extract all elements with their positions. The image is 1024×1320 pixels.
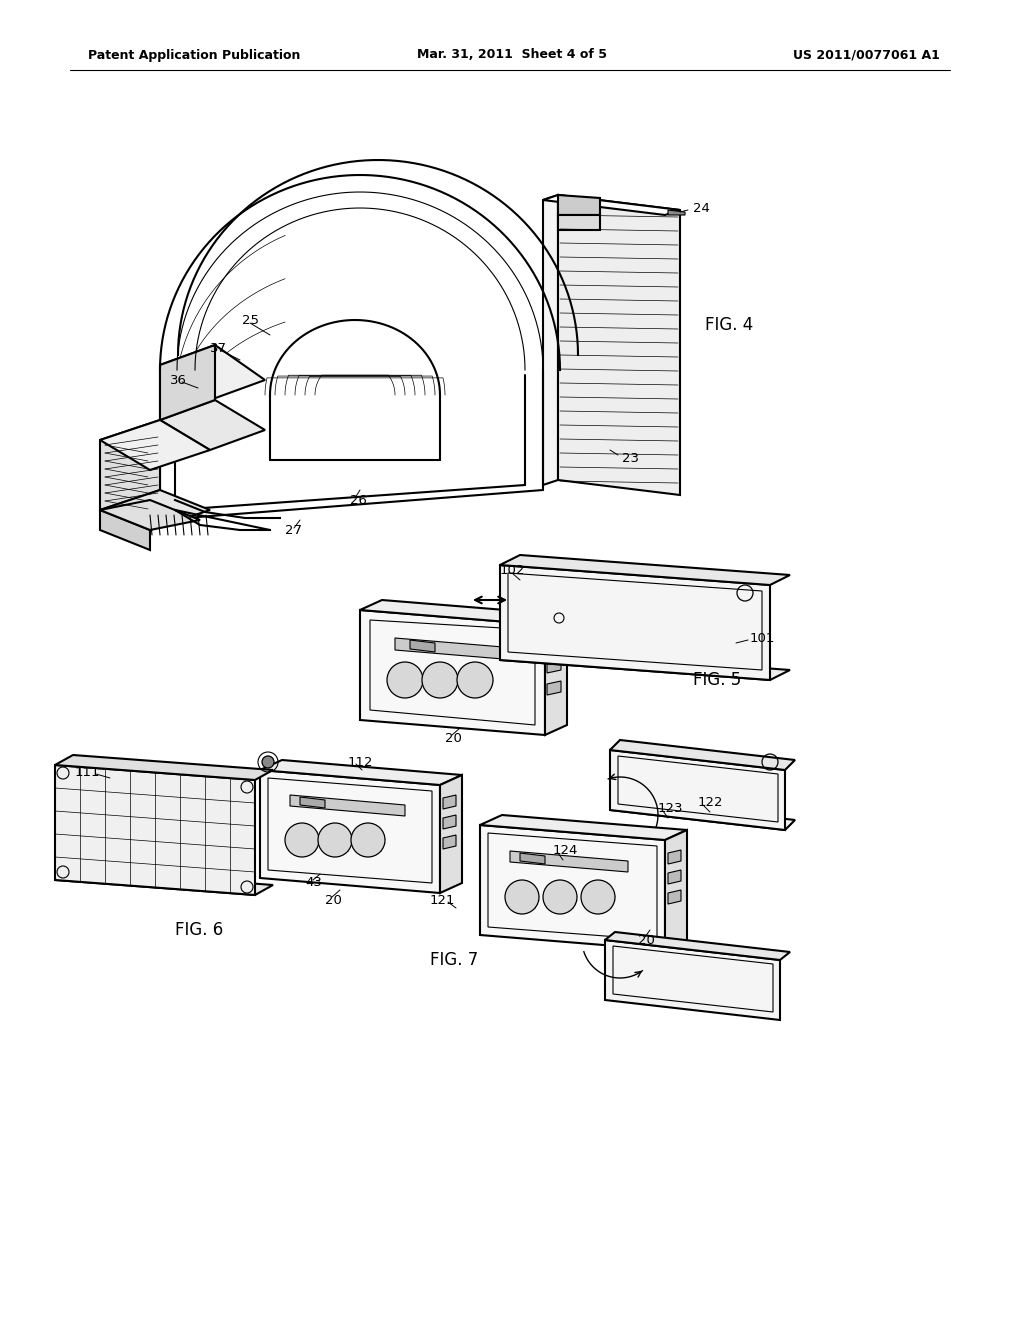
Polygon shape [290, 795, 406, 816]
Text: 124: 124 [553, 843, 579, 857]
Text: 112: 112 [348, 755, 374, 768]
Circle shape [285, 822, 319, 857]
Circle shape [505, 880, 539, 913]
Polygon shape [360, 610, 545, 735]
Text: 25: 25 [242, 314, 259, 326]
Circle shape [262, 756, 274, 768]
Polygon shape [668, 870, 681, 884]
Polygon shape [440, 775, 462, 894]
Polygon shape [55, 870, 273, 895]
Polygon shape [558, 215, 600, 230]
Text: 102: 102 [500, 564, 525, 577]
Text: 27: 27 [285, 524, 302, 536]
Text: Mar. 31, 2011  Sheet 4 of 5: Mar. 31, 2011 Sheet 4 of 5 [417, 49, 607, 62]
Circle shape [581, 880, 615, 913]
Polygon shape [668, 890, 681, 904]
Polygon shape [500, 649, 790, 680]
Polygon shape [543, 195, 558, 484]
Polygon shape [443, 814, 456, 829]
Polygon shape [610, 800, 795, 830]
Polygon shape [610, 741, 795, 770]
Polygon shape [260, 770, 440, 894]
Polygon shape [410, 640, 435, 652]
Text: 123: 123 [658, 801, 683, 814]
Text: FIG. 7: FIG. 7 [430, 950, 478, 969]
Polygon shape [160, 345, 265, 400]
Text: US 2011/0077061 A1: US 2011/0077061 A1 [794, 49, 940, 62]
Polygon shape [100, 420, 210, 470]
Polygon shape [100, 420, 160, 510]
Text: 20: 20 [325, 894, 342, 907]
Text: FIG. 6: FIG. 6 [175, 921, 223, 939]
Circle shape [543, 880, 577, 913]
Text: FIG. 5: FIG. 5 [693, 671, 741, 689]
Polygon shape [547, 681, 561, 696]
Polygon shape [395, 638, 515, 660]
Polygon shape [510, 851, 628, 873]
Polygon shape [520, 853, 545, 865]
Text: Patent Application Publication: Patent Application Publication [88, 49, 300, 62]
Polygon shape [605, 932, 790, 960]
Text: 26: 26 [350, 494, 367, 507]
Text: 122: 122 [698, 796, 724, 808]
Polygon shape [500, 554, 790, 585]
Polygon shape [360, 601, 567, 624]
Polygon shape [558, 195, 680, 495]
Text: 36: 36 [170, 374, 186, 387]
Polygon shape [610, 750, 785, 830]
Text: FIG. 4: FIG. 4 [705, 315, 754, 334]
Polygon shape [668, 210, 685, 215]
Text: 20: 20 [638, 933, 655, 946]
Polygon shape [480, 825, 665, 950]
Polygon shape [443, 836, 456, 849]
Polygon shape [55, 755, 273, 780]
Text: 101: 101 [750, 631, 775, 644]
Polygon shape [300, 797, 325, 808]
Polygon shape [100, 500, 200, 531]
Polygon shape [100, 490, 210, 531]
Text: 24: 24 [693, 202, 710, 214]
Circle shape [318, 822, 352, 857]
Circle shape [422, 663, 458, 698]
Polygon shape [55, 766, 255, 895]
Polygon shape [547, 638, 561, 651]
Polygon shape [558, 195, 600, 215]
Polygon shape [665, 830, 687, 950]
Polygon shape [160, 345, 215, 420]
Circle shape [457, 663, 493, 698]
Polygon shape [500, 565, 770, 680]
Polygon shape [545, 615, 567, 735]
Text: 111: 111 [75, 766, 100, 779]
Text: 43: 43 [305, 875, 322, 888]
Polygon shape [443, 795, 456, 809]
Polygon shape [160, 400, 265, 450]
Text: 20: 20 [445, 731, 462, 744]
Polygon shape [543, 195, 680, 215]
Text: 37: 37 [210, 342, 227, 355]
Polygon shape [605, 940, 780, 1020]
Circle shape [351, 822, 385, 857]
Circle shape [387, 663, 423, 698]
Polygon shape [668, 850, 681, 865]
Polygon shape [547, 659, 561, 673]
Polygon shape [480, 814, 687, 840]
Polygon shape [100, 510, 150, 550]
Text: 23: 23 [622, 451, 639, 465]
Text: 121: 121 [430, 894, 456, 907]
Polygon shape [260, 760, 462, 785]
